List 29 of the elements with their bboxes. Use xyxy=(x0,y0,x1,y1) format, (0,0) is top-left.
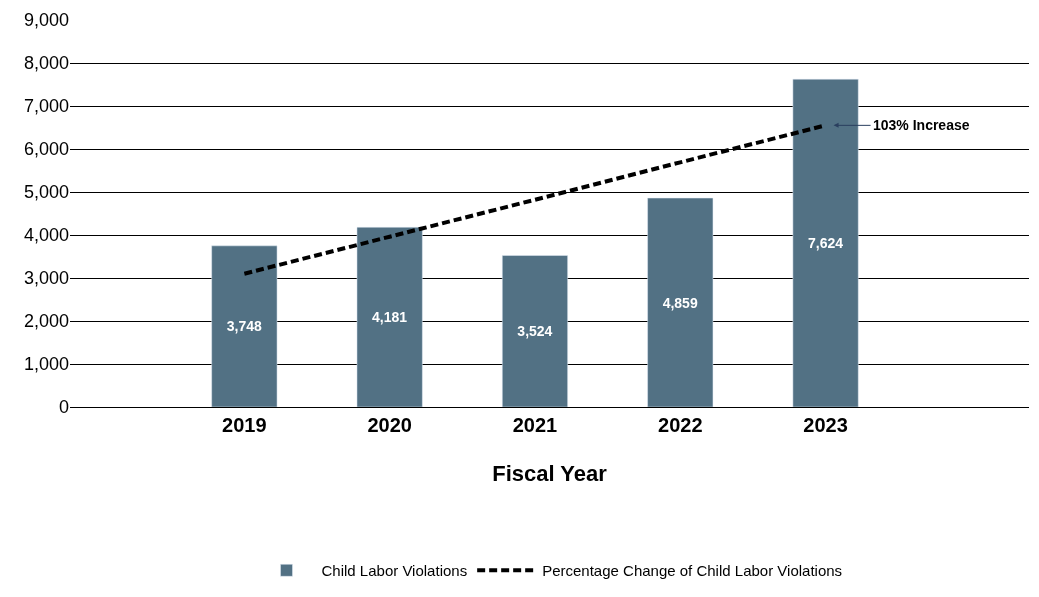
x-tick-label: 2019 xyxy=(222,414,267,436)
y-tick-label: 4,000 xyxy=(23,225,69,246)
data-label: 4,859 xyxy=(662,294,698,311)
legend-label: Child Labor Violations xyxy=(321,562,468,580)
data-label: 3,748 xyxy=(226,318,262,335)
bar xyxy=(502,255,568,407)
x-tick-label: 2023 xyxy=(803,414,848,436)
y-tick-label: 9,000 xyxy=(23,10,69,31)
y-tick-label: 6,000 xyxy=(23,139,69,160)
y-tick-label: 2,000 xyxy=(23,311,69,332)
data-label: 7,624 xyxy=(807,235,844,252)
data-label: 4,181 xyxy=(372,309,408,326)
bar xyxy=(647,197,714,407)
y-tick-label: 7,000 xyxy=(23,96,69,117)
y-tick-label: 3,000 xyxy=(23,268,69,289)
x-tick-label: 2022 xyxy=(658,414,703,436)
y-tick-label: 5,000 xyxy=(23,182,69,203)
y-tick-label: 1,000 xyxy=(23,354,69,375)
bar xyxy=(356,226,423,407)
data-label: 3,524 xyxy=(517,323,553,340)
bar xyxy=(792,78,859,407)
x-tick-label: 2020 xyxy=(367,414,412,436)
x-tick-label: 2021 xyxy=(512,414,558,436)
legend-label: Percentage Change of Child Labor Violations xyxy=(542,562,843,580)
y-tick-label: 0 xyxy=(58,397,69,418)
bar xyxy=(211,245,278,407)
annotation: 103% Increase xyxy=(873,117,970,133)
y-tick-label: 8,000 xyxy=(23,53,69,74)
x-axis-title: Fiscal Year xyxy=(492,460,608,486)
